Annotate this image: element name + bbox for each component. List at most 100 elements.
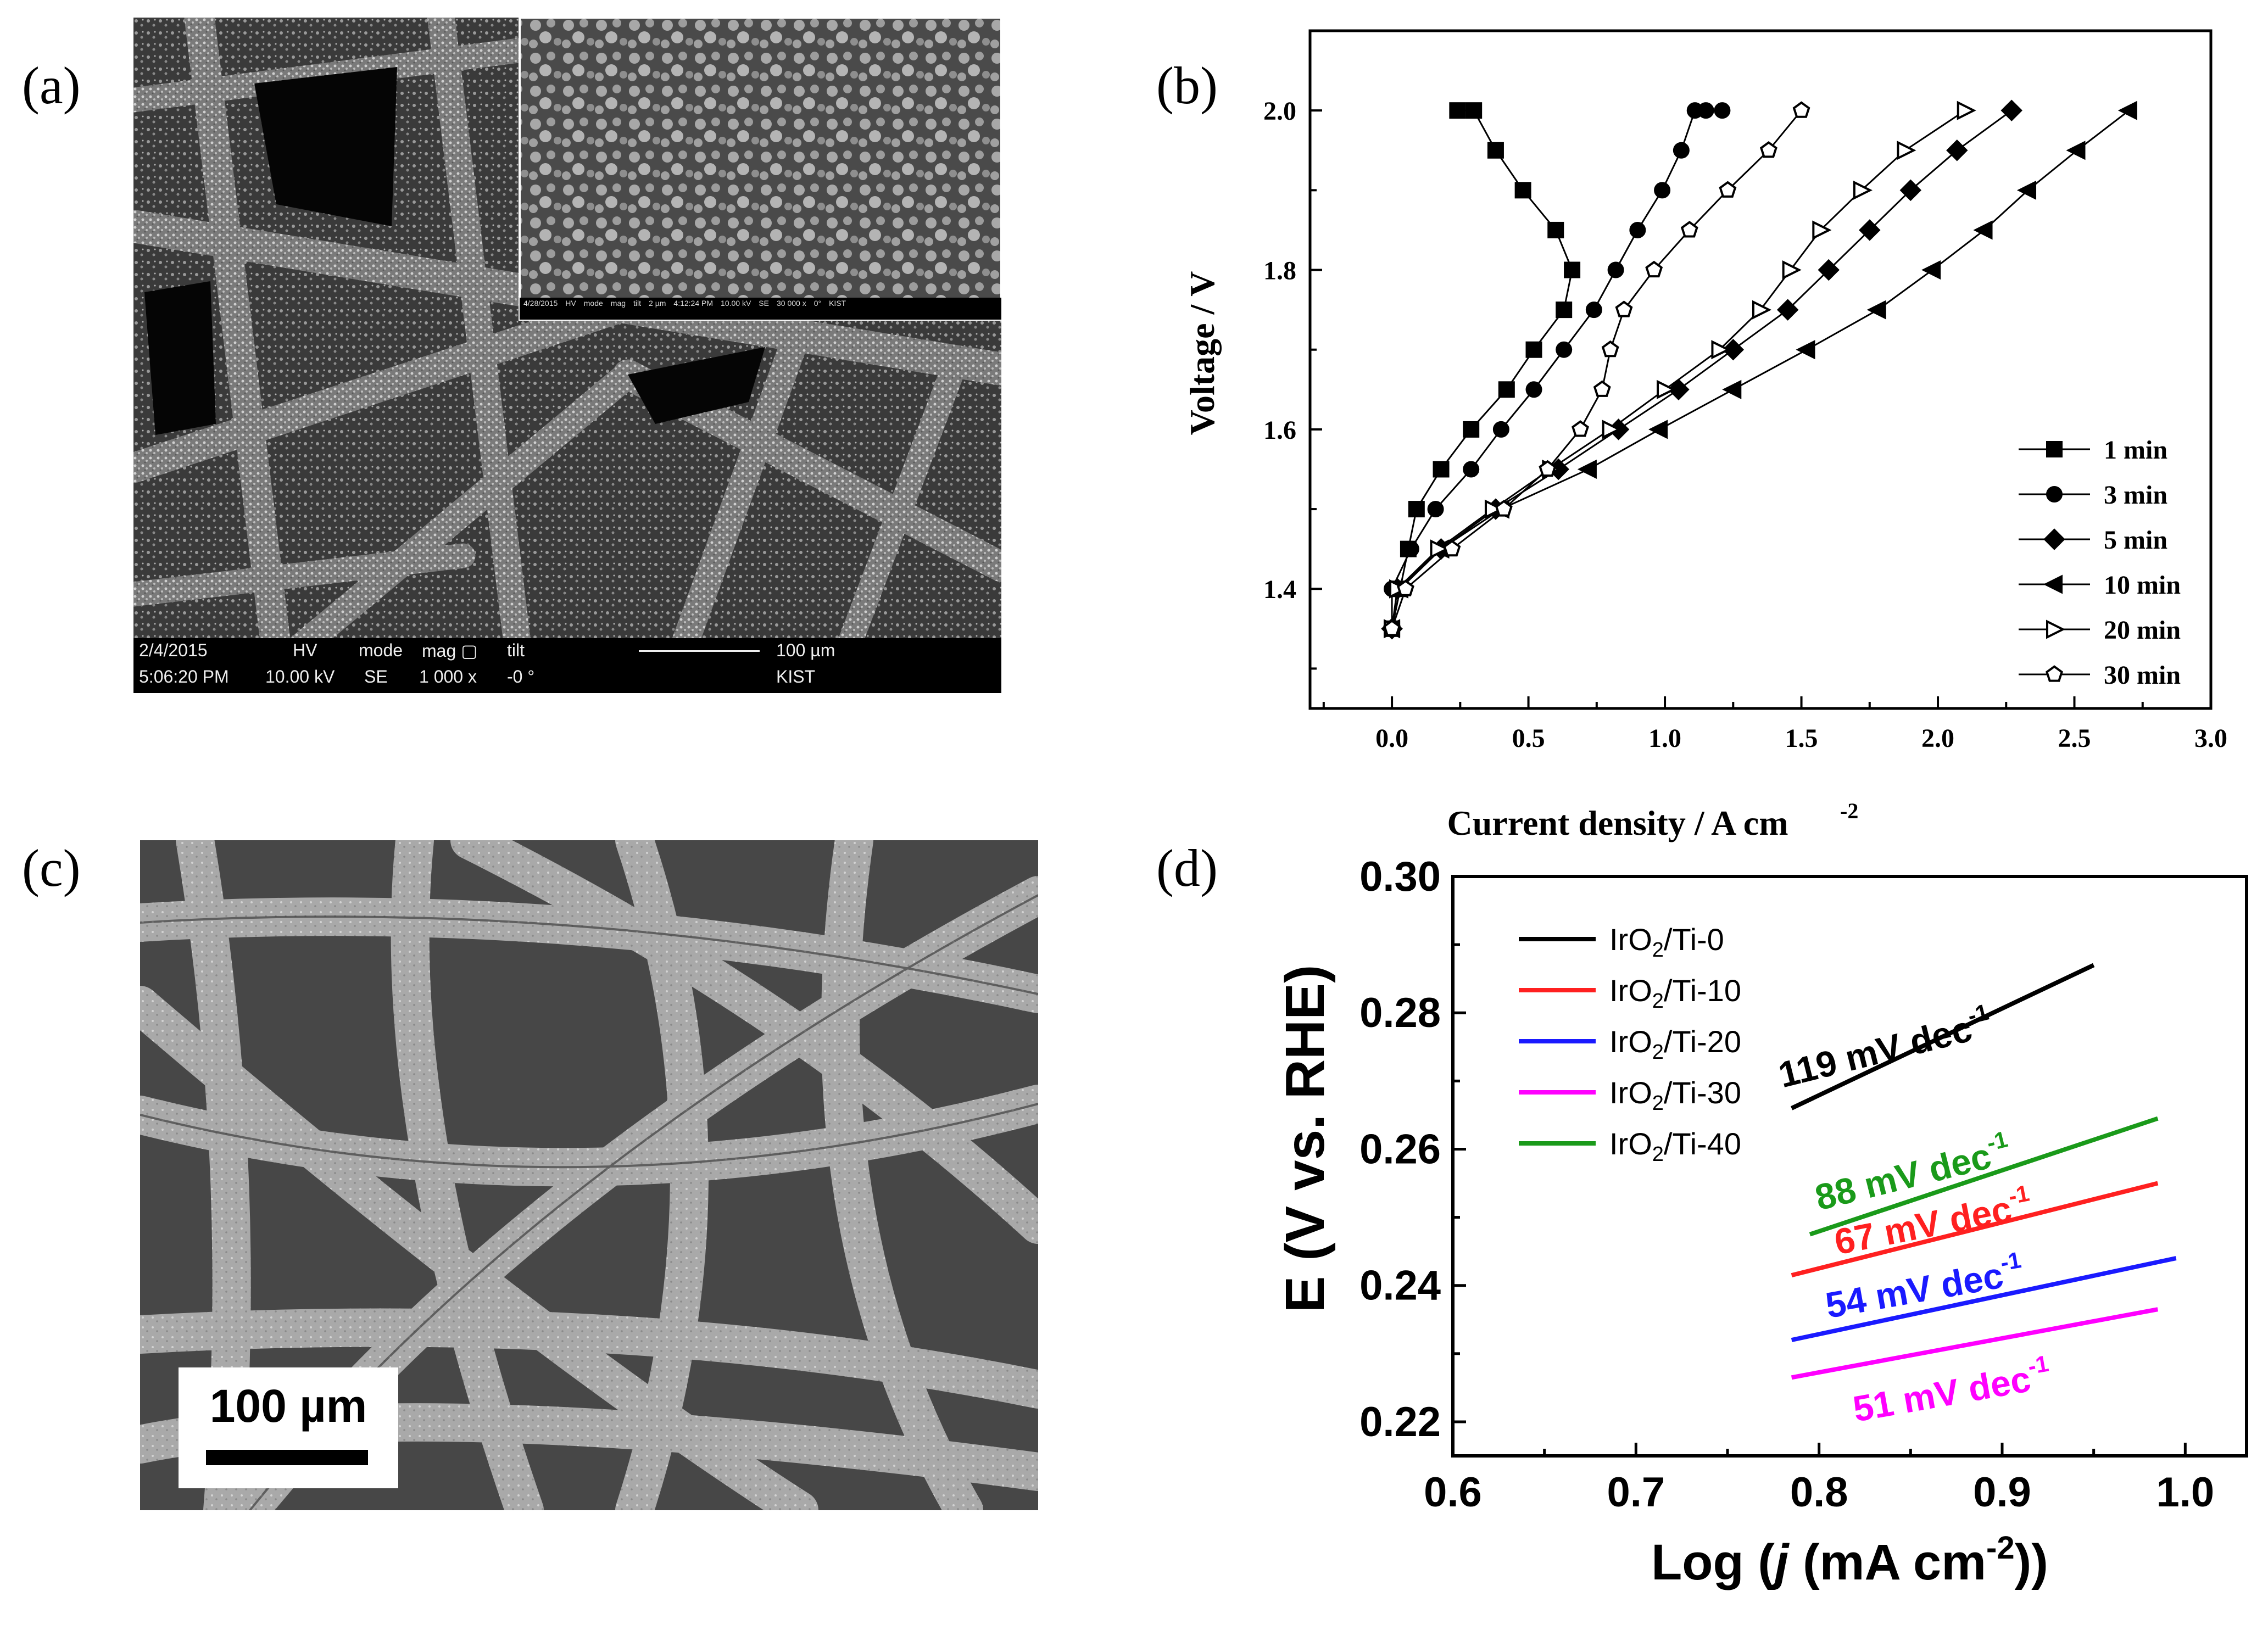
series-b-0: 1 min (1384, 102, 2167, 637)
panel-label-b: (b) (1156, 56, 1218, 115)
x-tick-label-d: 0.8 (1790, 1469, 1848, 1516)
series-line-b (1391, 110, 1802, 629)
legend-marker-b (2046, 619, 2066, 639)
info-tilt-value: -0 ° (507, 667, 535, 686)
data-point-b (1812, 220, 1832, 240)
legend-label-part: IrO (1609, 973, 1652, 1008)
data-point-b (1607, 261, 1624, 278)
scale-bar-label: 100 µm (209, 1380, 367, 1432)
x-tick-label-d: 0.9 (1973, 1469, 2031, 1516)
slope-annotation-text: 119 mV dec (1774, 1008, 1976, 1096)
x-axis-label-part: (mA cm (1788, 1534, 1986, 1590)
data-point-b (1547, 221, 1564, 238)
legend-label-part: /Ti-30 (1664, 1075, 1741, 1110)
data-point-b (1498, 381, 1515, 398)
inset-info-4: tilt (633, 299, 642, 308)
legend-label-part: /Ti-0 (1664, 922, 1724, 957)
x-axis-label-d: Log (j (mA cm-2)) (1651, 1530, 2048, 1590)
y-axis-label-b: Voltage / V (1183, 271, 1222, 435)
legend-label-part: IrO (1609, 922, 1652, 957)
legend-label-part: IrO (1609, 1075, 1652, 1110)
series-line-d (1790, 963, 2095, 1110)
series-b-1: 3 min (1384, 102, 2167, 637)
x-axis-label-part: -2 (1986, 1530, 2015, 1566)
legend-label-part: IrO (1609, 1024, 1652, 1059)
data-point-b (1796, 340, 1815, 360)
x-tick-label-b: 2.0 (1921, 724, 1954, 753)
inset-info-1: HV (565, 299, 576, 308)
y-tick-label-b: 1.8 (1263, 256, 1296, 286)
x-axis-label-part: )) (2015, 1534, 2048, 1590)
series-b-2: 5 min (1381, 99, 2167, 640)
data-point-b (1714, 102, 1731, 119)
data-point-b (1525, 381, 1542, 398)
legend-label-d: IrO2/Ti-20 (1609, 1024, 1741, 1064)
legend-label-d: IrO2/Ti-40 (1609, 1126, 1741, 1166)
legend-label-b: 5 min (2104, 526, 2167, 555)
data-point-b (1593, 380, 1611, 397)
y-tick-label-d: 0.26 (1359, 1126, 1441, 1172)
inset-info-7: 10.00 kV (721, 299, 751, 308)
data-point-b (1759, 141, 1777, 158)
info-mode-value: SE (364, 667, 388, 686)
info-mag-label: mag ▢ (422, 641, 478, 661)
inset-info-3: mag (610, 299, 626, 308)
x-tick-label-b: 0.0 (1375, 724, 1408, 753)
data-point-b (1899, 179, 1922, 202)
data-point-b (1443, 539, 1461, 557)
data-point-b (1657, 379, 1676, 399)
inset-info-9: 30 000 x (776, 299, 806, 308)
legend-label-b: 3 min (2104, 481, 2167, 510)
legend-marker-b (2046, 441, 2063, 457)
info-scale-line (639, 650, 760, 652)
series-line-d (1809, 1116, 2159, 1237)
info-time: 5:06:20 PM (139, 667, 229, 686)
inset-info-2: mode (583, 299, 603, 308)
data-point-b (1853, 180, 1873, 200)
slope-annotation-sup: -1 (2007, 1180, 2032, 1209)
x-tick-label-b: 1.0 (1648, 724, 1681, 753)
legend-label-sub: 2 (1652, 1143, 1664, 1166)
y-tick-label-d: 0.28 (1359, 990, 1441, 1036)
data-point-b (1383, 619, 1401, 636)
legend-marker-b (2043, 574, 2063, 594)
data-point-b (1615, 300, 1633, 317)
legend-marker-b (2043, 528, 2065, 550)
series-line-d (1791, 1256, 2177, 1342)
y-tick-label-d: 0.30 (1359, 853, 1441, 900)
series-line-b (1391, 109, 1723, 629)
info-mode-label: mode (359, 640, 403, 660)
y-tick-label-b: 1.6 (1263, 416, 1296, 445)
data-point-b (1408, 501, 1425, 518)
legend-label-d: IrO2/Ti-10 (1609, 973, 1741, 1013)
data-point-b (1556, 301, 1573, 319)
slope-annotation-text: 51 mV dec (1850, 1358, 2033, 1430)
data-point-b (1697, 102, 1714, 119)
series-line-b (1391, 109, 2130, 629)
panel-label-c: (c) (22, 839, 81, 897)
series-line-b (1391, 109, 1966, 629)
x-tick-label-b: 3.0 (2194, 724, 2227, 753)
y-tick-label-b: 2.0 (1263, 97, 1296, 126)
chart-b: 0.0 0.5 1.0 1.5 2.0 2.5 3.0 1.4 1.6 1.8 2.0 Current… (1183, 29, 2227, 842)
legend-label-sub: 2 (1652, 1092, 1664, 1115)
data-point-b (1946, 139, 1968, 161)
data-point-b (1668, 378, 1690, 401)
legend-label-part: /Ti-10 (1664, 973, 1741, 1008)
slope-annotation-d: 119 mV dec-1 (1774, 999, 1996, 1096)
legend-marker-b (2046, 486, 2063, 502)
sem-inset-info-bar: 4/28/2015 HV mode mag tilt 2 µm 4:12:24 … (523, 299, 996, 319)
sem-info-bar: 2/4/2015 5:06:20 PM HV 10.00 kV mode SE … (133, 638, 1001, 693)
data-point-b (1484, 499, 1504, 519)
data-point-b (1719, 181, 1737, 198)
data-point-b (1465, 102, 1483, 119)
data-point-b (1463, 421, 1480, 438)
data-point-b (1859, 219, 1881, 241)
sem-fibers-a (133, 18, 1001, 693)
data-point-b (1648, 420, 1668, 439)
legend-label-b: 30 min (2104, 661, 2181, 690)
data-point-b (1957, 100, 1976, 120)
info-scale-label: 100 µm (776, 640, 835, 660)
y-tick-label-b: 1.4 (1263, 575, 1296, 604)
